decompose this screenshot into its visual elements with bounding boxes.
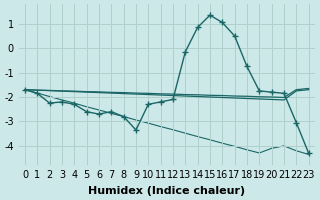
X-axis label: Humidex (Indice chaleur): Humidex (Indice chaleur) bbox=[88, 186, 245, 196]
